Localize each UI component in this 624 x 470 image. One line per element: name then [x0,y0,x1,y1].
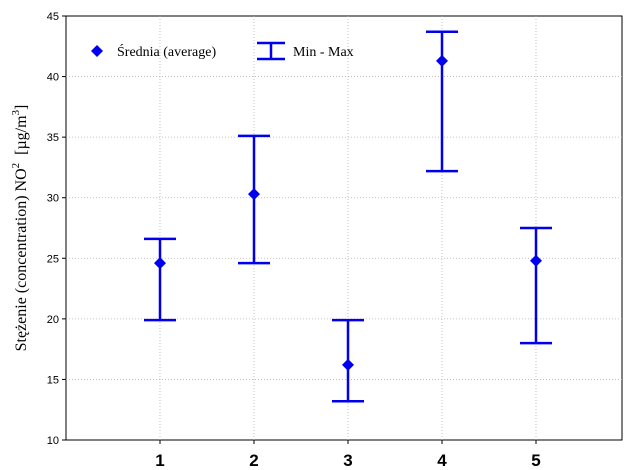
mean-point [342,358,354,371]
x-tick-label: 2 [249,451,258,470]
y-axis-ticks: 10 15 20 25 30 35 40 45 [47,11,66,447]
mean-point [530,254,542,267]
y-tick-label: 40 [47,72,59,84]
x-tick-label: 1 [155,451,164,470]
y-tick-label: 30 [47,193,59,205]
y-axis-label: Stężenie (concentration) NO2 [µg/m3] [10,105,30,352]
y-tick-label: 45 [47,11,59,23]
y-tick-label: 15 [47,374,59,386]
mean-point [436,54,448,67]
x-tick-label: 4 [437,451,447,470]
y-tick-label: 35 [47,132,59,144]
mean-point [248,188,260,201]
x-axis-ticks: 1 2 3 4 5 [155,440,541,470]
y-tick-label: 20 [47,314,59,326]
x-tick-label: 3 [343,451,352,470]
chart-marks [144,30,552,403]
x-tick-label: 5 [531,451,540,470]
legend-range-label: Min - Max [293,45,354,60]
y-tick-label: 25 [47,253,59,265]
mean-point [154,257,166,270]
legend: Średnia (average) Min - Max [91,41,354,61]
legend-mean-label: Średnia (average) [117,43,216,60]
y-tick-label: 10 [47,435,59,447]
legend-mean-marker [91,45,103,57]
legend-range-marker [257,41,285,61]
